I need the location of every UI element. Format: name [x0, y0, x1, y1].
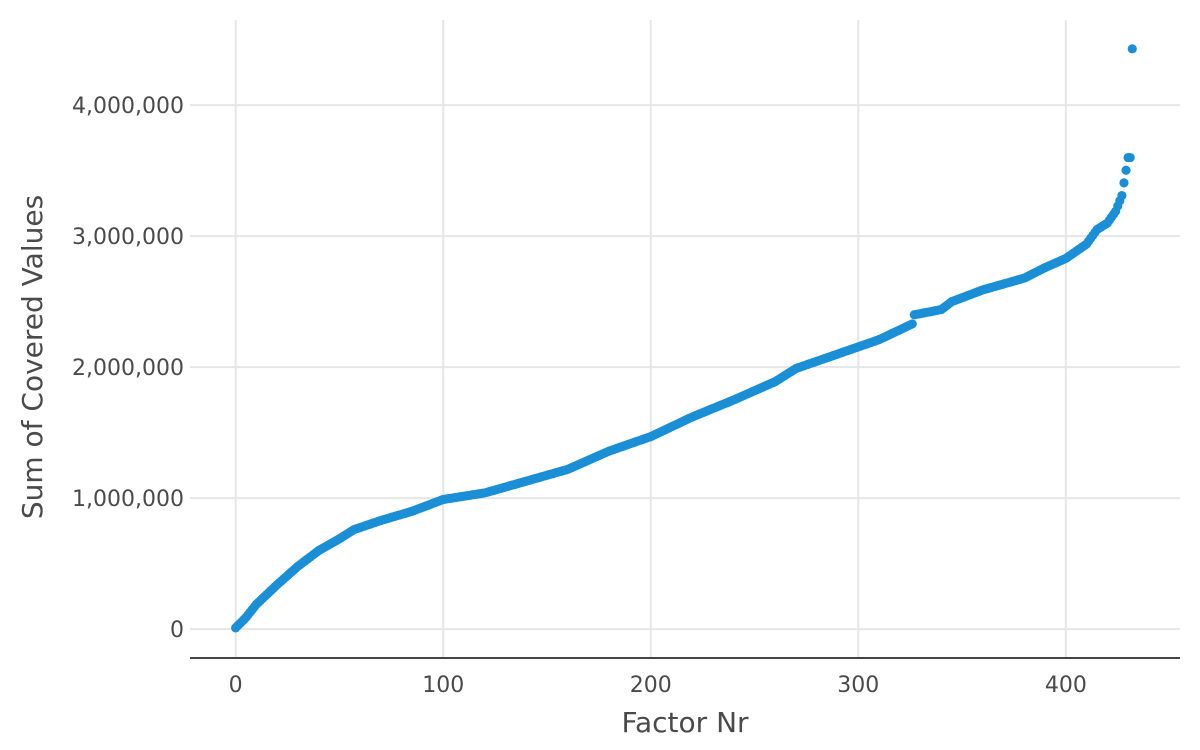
x-tick-label: 300	[837, 673, 879, 698]
x-axis-title: Factor Nr	[621, 706, 749, 739]
x-gridlines	[234, 20, 1067, 658]
y-axis-title: Sum of Covered Values	[16, 195, 49, 519]
x-tick-label: 200	[630, 673, 672, 698]
data-points	[231, 44, 1137, 633]
y-tick-label: 2,000,000	[72, 356, 184, 381]
data-point	[1121, 165, 1131, 175]
y-tick-labels: 0 1,000,000 2,000,000 3,000,000 4,000,000	[72, 94, 184, 643]
y-tick-label: 1,000,000	[72, 487, 184, 512]
data-point	[1125, 152, 1135, 163]
data-point	[1119, 178, 1129, 188]
data-point	[1127, 44, 1137, 54]
x-tick-label: 100	[422, 673, 464, 698]
y-gridlines	[190, 104, 1180, 631]
data-point	[907, 319, 917, 329]
y-tick-label: 0	[170, 618, 184, 643]
x-tick-labels: 0 100 200 300 400	[229, 673, 1087, 698]
data-point	[1117, 190, 1127, 201]
y-tick-label: 3,000,000	[72, 225, 184, 250]
x-tick-label: 0	[229, 673, 243, 698]
y-tick-label: 4,000,000	[72, 94, 184, 119]
x-tick-label: 400	[1045, 673, 1087, 698]
